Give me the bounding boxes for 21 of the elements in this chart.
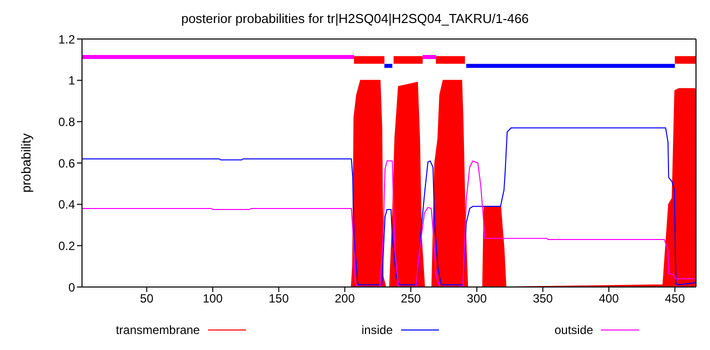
legend-label: outside bbox=[554, 323, 594, 337]
x-tick-label: 350 bbox=[532, 292, 554, 306]
legend-label: transmembrane bbox=[116, 323, 200, 337]
x-tick-label: 250 bbox=[400, 292, 422, 306]
x-tick-label: 50 bbox=[140, 292, 154, 306]
x-tick-label: 400 bbox=[598, 292, 620, 306]
x-tick-label: 100 bbox=[202, 292, 224, 306]
y-tick-label: 1.2 bbox=[58, 32, 76, 46]
y-tick-label: 0.6 bbox=[58, 156, 76, 170]
legend-label: inside bbox=[361, 323, 393, 337]
x-tick-label: 300 bbox=[466, 292, 488, 306]
x-tick-label: 450 bbox=[664, 292, 686, 306]
y-tick-label: 0.4 bbox=[58, 198, 76, 212]
chart-title: posterior probabilities for tr|H2SQ04|H2SQ04_TAKRU/1-466 bbox=[180, 10, 530, 28]
y-tick-label: 1 bbox=[68, 74, 76, 88]
y-tick-label: 0 bbox=[68, 280, 76, 294]
y-tick-label: 0.8 bbox=[58, 114, 76, 129]
y-axis-title: probability bbox=[18, 132, 34, 193]
y-tick-label: 0.2 bbox=[58, 238, 76, 253]
x-tick-label: 150 bbox=[268, 292, 290, 306]
x-tick-label: 200 bbox=[334, 292, 356, 306]
